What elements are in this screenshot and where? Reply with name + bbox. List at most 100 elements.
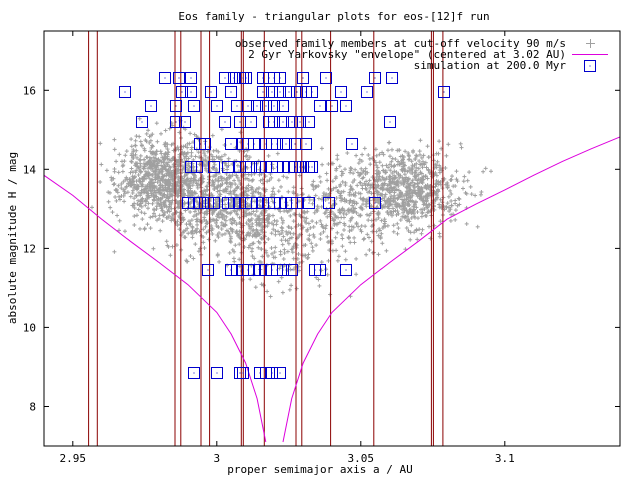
observed-point xyxy=(323,198,328,202)
observed-point xyxy=(307,197,312,202)
observed-point xyxy=(166,177,171,182)
observed-point xyxy=(286,189,291,194)
observed-point xyxy=(445,185,450,189)
observed-point xyxy=(297,212,302,217)
observed-point xyxy=(374,153,379,158)
observed-point xyxy=(201,240,206,245)
observed-point xyxy=(423,174,428,179)
observed-point xyxy=(408,189,413,193)
observed-point xyxy=(417,159,422,163)
observed-point xyxy=(374,168,379,173)
observed-point xyxy=(168,253,173,258)
observed-point xyxy=(287,236,292,241)
observed-point xyxy=(395,209,400,214)
observed-point xyxy=(396,159,400,164)
observed-point xyxy=(148,226,153,231)
observed-point xyxy=(369,224,374,229)
observed-point xyxy=(183,208,188,213)
observed-point xyxy=(424,165,429,170)
observed-point xyxy=(130,203,135,208)
observed-point xyxy=(311,179,316,184)
observed-point xyxy=(384,248,389,253)
observed-point xyxy=(438,197,443,202)
observed-point xyxy=(218,192,223,197)
observed-point xyxy=(393,186,397,190)
observed-point xyxy=(237,178,242,183)
observed-point xyxy=(306,221,311,226)
observed-point xyxy=(438,219,443,224)
observed-point xyxy=(271,186,276,191)
observed-point xyxy=(445,180,450,185)
observed-point xyxy=(446,194,451,199)
observed-point xyxy=(271,166,276,171)
observed-point xyxy=(397,188,401,193)
simulation-point xyxy=(303,116,315,128)
observed-point xyxy=(421,153,426,158)
observed-point xyxy=(138,153,143,158)
observed-point xyxy=(311,232,316,237)
observed-point xyxy=(151,211,156,216)
observed-point xyxy=(229,210,234,215)
observed-point xyxy=(404,193,409,198)
simulation-point xyxy=(335,86,347,98)
observed-point xyxy=(183,144,188,148)
observed-point xyxy=(232,259,237,264)
observed-point xyxy=(392,193,397,198)
observed-point xyxy=(230,216,235,221)
observed-point xyxy=(245,232,250,237)
observed-point xyxy=(410,198,415,203)
observed-point xyxy=(123,185,128,190)
observed-point xyxy=(235,163,240,168)
observed-point xyxy=(389,159,394,164)
observed-point xyxy=(266,153,271,158)
observed-point xyxy=(314,243,319,248)
observed-point xyxy=(310,219,315,224)
observed-point xyxy=(285,175,289,180)
observed-point xyxy=(331,186,336,191)
observed-point xyxy=(368,183,373,188)
observed-point xyxy=(467,170,472,175)
simulation-point xyxy=(185,161,197,173)
observed-point xyxy=(176,200,181,205)
observed-point xyxy=(333,176,338,181)
simulation-point xyxy=(145,100,157,112)
observed-point xyxy=(405,209,410,214)
observed-point xyxy=(184,154,188,159)
observed-point xyxy=(408,207,413,212)
observed-point xyxy=(335,221,340,226)
observed-point xyxy=(392,169,397,174)
observed-point xyxy=(373,160,378,165)
observed-point xyxy=(374,217,378,222)
observed-point xyxy=(160,219,165,224)
observed-point xyxy=(164,239,169,244)
observed-point xyxy=(158,178,163,183)
observed-point xyxy=(182,160,187,165)
observed-point xyxy=(384,176,389,181)
observed-point xyxy=(176,174,181,179)
observed-point xyxy=(418,152,422,157)
simulation-point xyxy=(257,86,269,98)
observed-point xyxy=(117,152,122,157)
observed-point xyxy=(166,244,171,249)
observed-point xyxy=(210,133,215,138)
observed-point xyxy=(319,146,324,151)
observed-point xyxy=(134,186,139,190)
simulation-point xyxy=(386,72,398,84)
observed-point xyxy=(374,229,379,234)
observed-point xyxy=(159,170,164,175)
observed-point xyxy=(449,199,454,203)
observed-point xyxy=(213,198,218,202)
observed-point xyxy=(270,162,275,167)
observed-point xyxy=(150,181,155,186)
observed-point xyxy=(188,210,193,214)
observed-point xyxy=(391,164,396,169)
observed-point xyxy=(161,174,166,179)
observed-point xyxy=(367,178,372,183)
observed-point xyxy=(348,218,353,223)
observed-point xyxy=(448,218,453,223)
observed-point xyxy=(144,131,149,136)
observed-point xyxy=(411,188,416,193)
observed-point xyxy=(238,221,243,226)
observed-point xyxy=(279,184,283,189)
observed-point xyxy=(190,231,195,236)
